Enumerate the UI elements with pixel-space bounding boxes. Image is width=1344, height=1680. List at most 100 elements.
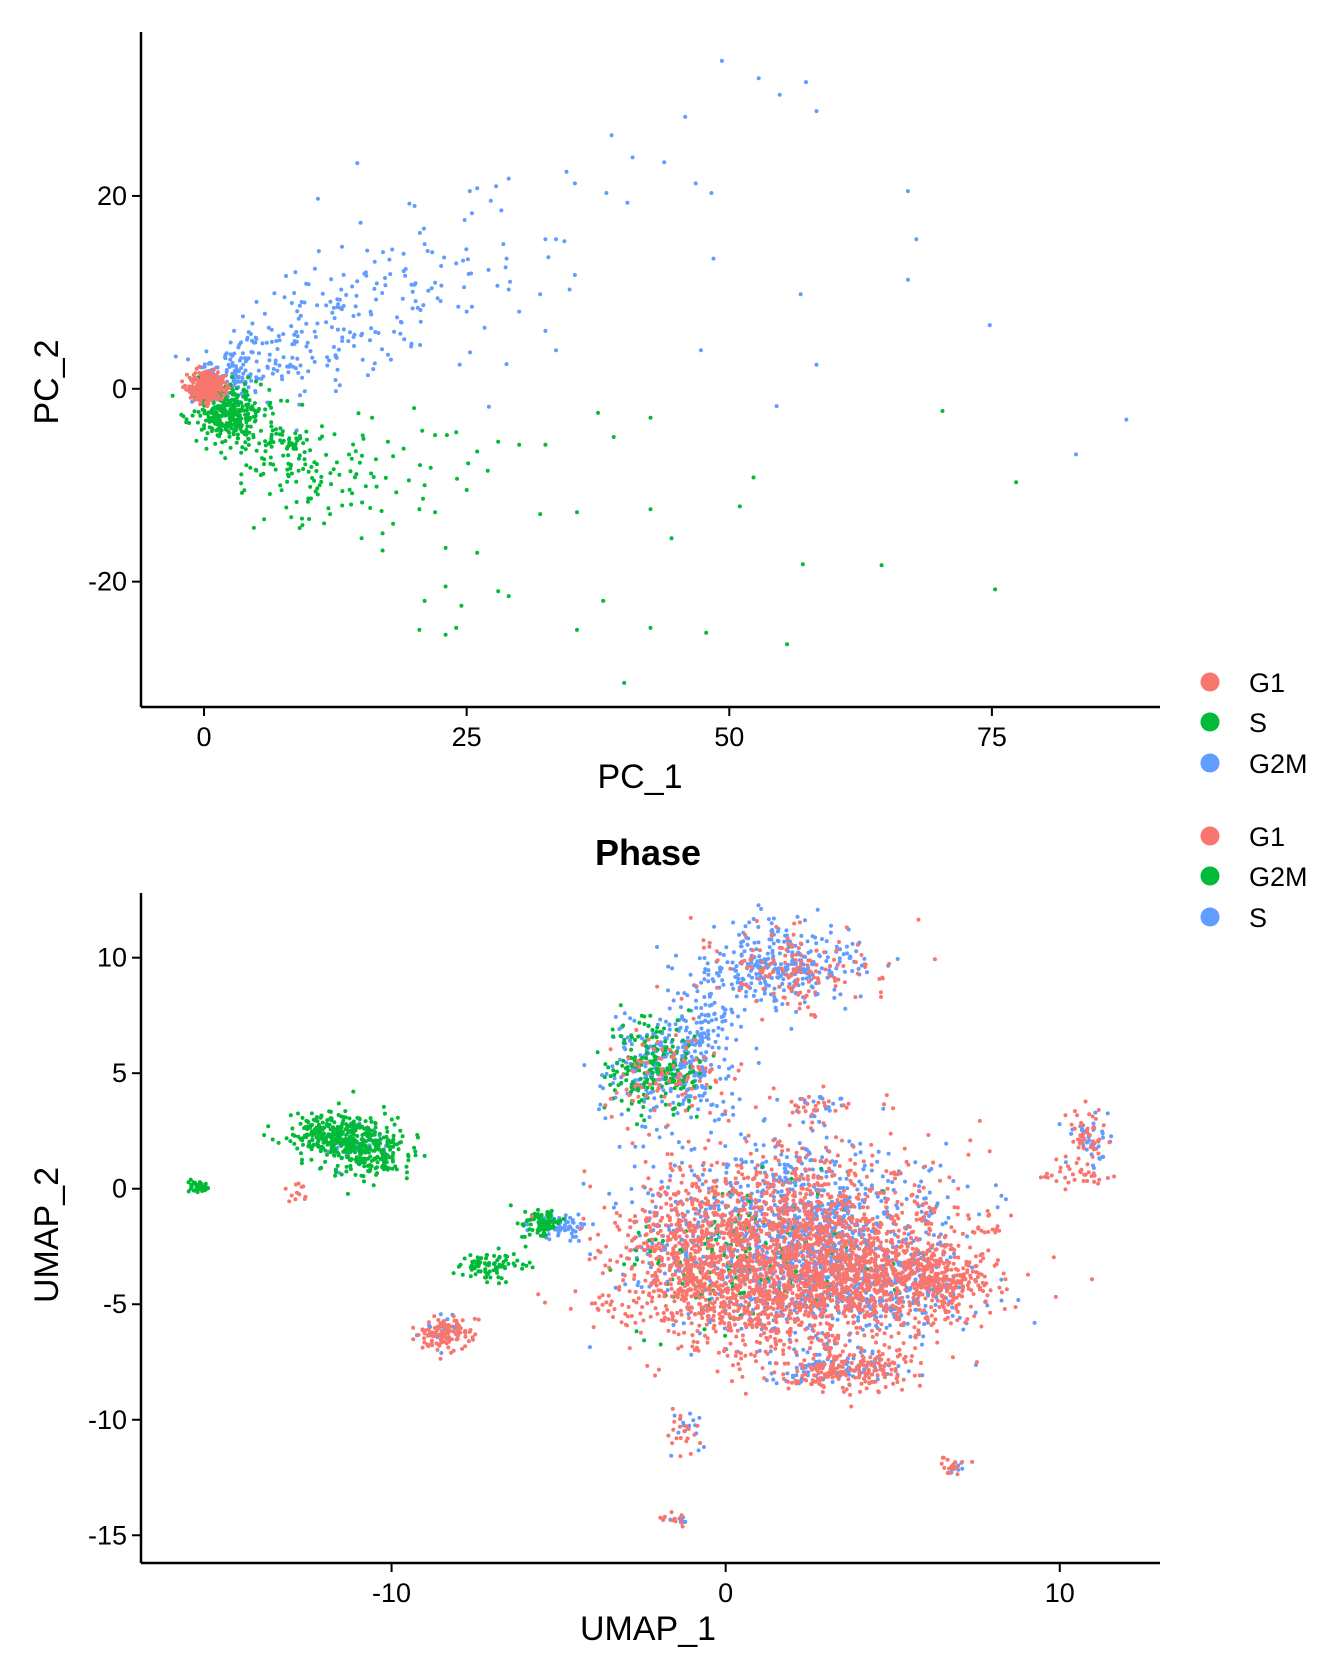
data-point bbox=[496, 1246, 501, 1251]
data-point bbox=[351, 442, 356, 447]
data-point bbox=[689, 1115, 694, 1120]
data-point bbox=[515, 1221, 520, 1226]
data-point bbox=[689, 1168, 694, 1173]
data-point bbox=[362, 271, 367, 276]
data-point bbox=[249, 378, 254, 383]
data-point bbox=[308, 1125, 312, 1130]
data-point bbox=[820, 937, 824, 941]
data-point bbox=[648, 625, 653, 630]
data-point bbox=[295, 1146, 300, 1151]
data-point bbox=[300, 523, 305, 528]
data-point bbox=[1105, 1111, 1110, 1116]
data-point bbox=[267, 352, 272, 357]
data-point bbox=[359, 1156, 364, 1161]
data-point bbox=[350, 491, 355, 496]
data-point bbox=[494, 184, 499, 189]
data-point bbox=[256, 409, 261, 413]
data-point bbox=[938, 1163, 943, 1168]
data-point bbox=[668, 1173, 673, 1178]
data-point bbox=[349, 1148, 354, 1153]
data-point bbox=[326, 506, 331, 511]
data-point bbox=[642, 1338, 647, 1343]
data-point bbox=[708, 1206, 713, 1211]
data-point bbox=[228, 445, 233, 450]
data-point bbox=[197, 1183, 202, 1188]
data-point bbox=[421, 303, 426, 308]
data-point bbox=[709, 191, 714, 195]
data-point bbox=[817, 1119, 822, 1124]
data-point bbox=[205, 431, 210, 436]
data-point bbox=[226, 424, 231, 429]
data-point bbox=[278, 438, 283, 443]
data-point bbox=[800, 976, 805, 981]
data-point bbox=[562, 239, 567, 244]
data-point bbox=[504, 1280, 508, 1285]
data-point bbox=[621, 1058, 626, 1063]
data-point bbox=[252, 419, 257, 424]
data-point bbox=[715, 1223, 720, 1228]
data-point bbox=[250, 338, 254, 343]
data-point bbox=[363, 1143, 368, 1148]
data-point bbox=[686, 1087, 691, 1091]
data-point bbox=[842, 1214, 847, 1218]
data-point bbox=[625, 1035, 630, 1040]
data-point bbox=[239, 356, 244, 361]
data-point bbox=[680, 1054, 685, 1058]
data-point bbox=[770, 929, 775, 934]
data-point bbox=[995, 1205, 1000, 1210]
data-point bbox=[439, 264, 444, 268]
data-point bbox=[244, 415, 249, 420]
data-point bbox=[422, 483, 427, 488]
data-point bbox=[855, 1244, 860, 1249]
data-point bbox=[606, 1065, 611, 1070]
data-point bbox=[948, 1255, 953, 1260]
data-point bbox=[739, 944, 744, 949]
data-point bbox=[776, 939, 781, 944]
data-point bbox=[400, 1134, 405, 1139]
data-point bbox=[433, 510, 438, 515]
data-point bbox=[239, 379, 244, 384]
data-point bbox=[187, 384, 192, 389]
data-point bbox=[340, 489, 345, 494]
data-point bbox=[703, 967, 708, 972]
data-point bbox=[772, 1195, 776, 1199]
data-point bbox=[895, 957, 900, 961]
data-point bbox=[680, 1160, 684, 1165]
data-point bbox=[373, 1166, 378, 1171]
data-point bbox=[468, 1274, 473, 1279]
data-point bbox=[294, 500, 299, 504]
data-point bbox=[667, 1227, 672, 1232]
data-point bbox=[623, 1282, 628, 1287]
data-point bbox=[751, 475, 756, 480]
data-point bbox=[353, 1150, 357, 1155]
data-point bbox=[547, 1237, 552, 1242]
data-point bbox=[402, 337, 407, 342]
data-point bbox=[1074, 452, 1078, 457]
data-point bbox=[742, 1007, 747, 1012]
data-point bbox=[418, 319, 423, 324]
data-point bbox=[628, 1016, 633, 1021]
data-point bbox=[237, 416, 242, 421]
data-point bbox=[744, 994, 748, 999]
data-point bbox=[743, 924, 748, 929]
data-point bbox=[183, 383, 187, 388]
data-point bbox=[262, 462, 266, 467]
data-point bbox=[369, 1119, 374, 1124]
data-point bbox=[186, 357, 190, 362]
data-point bbox=[709, 1062, 714, 1067]
data-point bbox=[388, 272, 393, 277]
data-point bbox=[304, 321, 309, 326]
data-point bbox=[671, 1100, 676, 1105]
data-point bbox=[362, 1179, 366, 1184]
data-point bbox=[237, 409, 242, 413]
data-point bbox=[350, 1144, 354, 1149]
data-point bbox=[265, 400, 270, 405]
data-point bbox=[702, 970, 707, 975]
data-point bbox=[630, 155, 635, 160]
data-point bbox=[805, 1350, 810, 1355]
data-point bbox=[538, 292, 543, 297]
data-point bbox=[659, 1094, 664, 1099]
data-point bbox=[343, 1115, 348, 1120]
data-point bbox=[833, 1225, 838, 1230]
